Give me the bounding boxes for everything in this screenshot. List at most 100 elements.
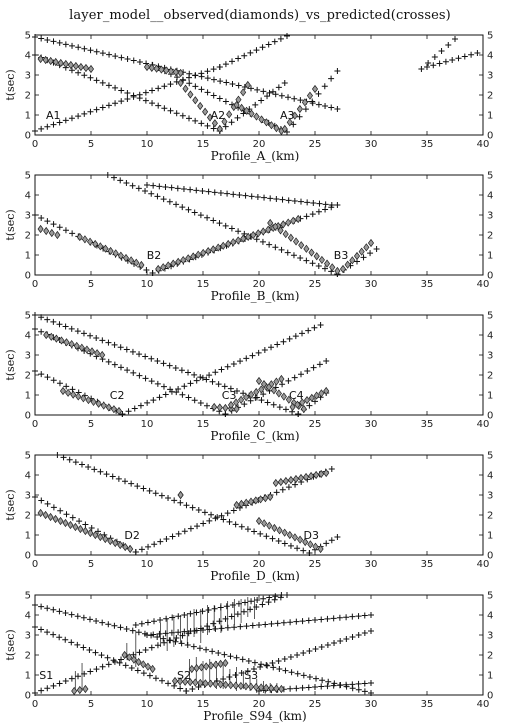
predicted-cross bbox=[136, 58, 143, 65]
observed-diamond bbox=[324, 259, 331, 268]
observed-diamond bbox=[303, 244, 310, 253]
y-axis-label: t(sec) bbox=[4, 209, 17, 240]
predicted-cross bbox=[328, 537, 335, 544]
predicted-cross bbox=[252, 394, 259, 401]
predicted-cross bbox=[241, 52, 248, 59]
predicted-cross bbox=[248, 598, 255, 605]
panel-1: 0 5 10 15 20 25 30 35 400 01 12 23 34 45 5Profile_A_(k… bbox=[4, 31, 493, 164]
predicted-cross bbox=[305, 617, 312, 624]
predicted-cross bbox=[62, 610, 69, 616]
y-tick-label-right: 2 bbox=[487, 651, 493, 662]
predicted-cross bbox=[62, 41, 69, 48]
predicted-cross bbox=[209, 378, 216, 385]
predicted-cross bbox=[117, 624, 124, 631]
x-tick-label: 40 bbox=[477, 419, 490, 430]
predicted-cross bbox=[157, 538, 164, 545]
observed-diamond bbox=[222, 658, 229, 668]
predicted-cross bbox=[259, 238, 266, 245]
predicted-cross bbox=[271, 38, 278, 45]
predicted-cross bbox=[232, 672, 239, 678]
y-tick-label: 5 bbox=[25, 311, 31, 322]
predicted-cross bbox=[343, 614, 350, 621]
observed-diamond bbox=[217, 680, 224, 689]
observed-diamond bbox=[235, 95, 242, 104]
observed-diamond bbox=[42, 55, 49, 65]
predicted-cross bbox=[260, 391, 267, 398]
predicted-cross bbox=[360, 254, 367, 261]
predicted-cross bbox=[68, 67, 75, 74]
observed-diamond bbox=[313, 252, 320, 261]
predicted-cross bbox=[328, 202, 335, 208]
predicted-cross bbox=[275, 658, 282, 664]
predicted-cross bbox=[151, 618, 157, 625]
observed-diamond bbox=[195, 250, 202, 259]
observed-diamond bbox=[192, 96, 199, 105]
observed-diamond bbox=[262, 494, 269, 503]
observed-diamond bbox=[153, 64, 160, 73]
predicted-cross bbox=[81, 670, 88, 677]
predicted-cross bbox=[300, 650, 307, 656]
predicted-cross bbox=[233, 387, 240, 394]
predicted-cross bbox=[468, 51, 475, 58]
predicted-cross bbox=[361, 688, 368, 695]
predicted-cross bbox=[304, 199, 311, 206]
x-tick-label: 35 bbox=[421, 279, 434, 290]
predicted-cross bbox=[241, 401, 248, 408]
observed-diamond bbox=[192, 678, 199, 687]
predicted-cross bbox=[154, 358, 161, 365]
y-tick-label-right: 1 bbox=[487, 251, 493, 262]
panel-2: 0 5 10 15 20 25 30 35 400 01 12 23 34 45 5Profile_B_(k… bbox=[4, 171, 493, 304]
predicted-cross bbox=[136, 372, 143, 379]
predicted-cross bbox=[200, 627, 206, 633]
observed-diamond bbox=[172, 68, 179, 77]
observed-diamond bbox=[160, 263, 167, 272]
y-tick-label-right: 2 bbox=[487, 371, 493, 382]
predicted-cross bbox=[118, 54, 125, 61]
predicted-cross bbox=[218, 625, 225, 632]
predicted-cross bbox=[205, 188, 212, 195]
observed-diamond bbox=[57, 58, 64, 68]
predicted-cross bbox=[38, 215, 45, 222]
observed-diamond bbox=[200, 248, 207, 258]
predicted-cross bbox=[282, 667, 289, 674]
observed-diamond bbox=[258, 385, 265, 394]
observed-diamond bbox=[242, 682, 249, 691]
predicted-cross bbox=[144, 182, 150, 188]
predicted-cross bbox=[32, 624, 38, 630]
observed-diamond bbox=[47, 512, 54, 522]
predicted-cross bbox=[118, 87, 125, 94]
observed-diamond bbox=[248, 109, 255, 118]
observed-diamond bbox=[95, 399, 102, 408]
predicted-cross bbox=[32, 368, 38, 374]
predicted-cross bbox=[305, 327, 312, 334]
observed-diamond bbox=[243, 393, 250, 402]
predicted-cross bbox=[275, 538, 282, 545]
predicted-cross bbox=[287, 619, 294, 626]
predicted-cross bbox=[56, 39, 63, 46]
observed-diamond bbox=[253, 683, 260, 692]
predicted-cross bbox=[270, 401, 277, 408]
predicted-cross bbox=[50, 606, 57, 613]
observed-diamond bbox=[295, 214, 302, 224]
predicted-cross bbox=[161, 83, 168, 90]
observed-diamond bbox=[82, 63, 89, 73]
predicted-cross bbox=[279, 486, 286, 493]
observed-diamond bbox=[76, 685, 83, 695]
predicted-cross bbox=[50, 377, 57, 384]
predicted-cross bbox=[87, 108, 94, 115]
predicted-cross bbox=[262, 621, 269, 628]
predicted-cross bbox=[82, 521, 89, 528]
predicted-cross bbox=[181, 612, 188, 618]
predicted-cross bbox=[349, 613, 356, 620]
predicted-cross bbox=[251, 528, 258, 535]
predicted-cross bbox=[224, 510, 231, 517]
predicted-cross bbox=[243, 355, 250, 362]
annotation-label: A1 bbox=[46, 109, 61, 122]
y-tick-label: 2 bbox=[25, 231, 31, 242]
observed-diamond bbox=[313, 391, 320, 400]
x-tick-label: 10 bbox=[141, 699, 154, 710]
observed-diamond bbox=[62, 518, 69, 528]
predicted-cross bbox=[236, 192, 243, 198]
y-tick-label-right: 4 bbox=[487, 331, 493, 342]
predicted-cross bbox=[322, 201, 329, 208]
